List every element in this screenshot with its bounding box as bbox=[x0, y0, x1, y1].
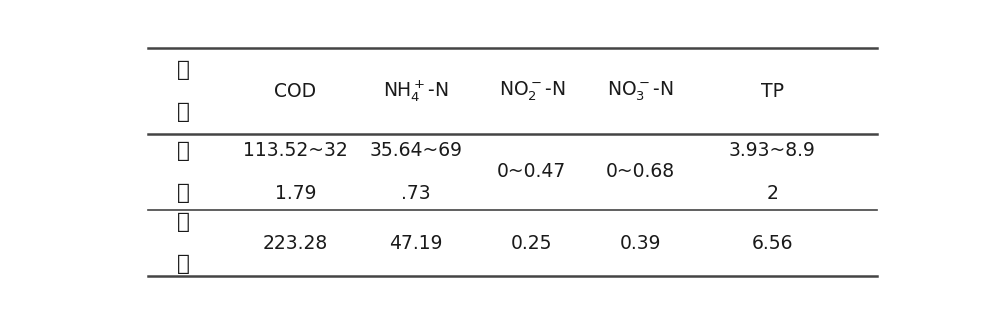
Text: NH$_4^+$-N: NH$_4^+$-N bbox=[383, 78, 448, 104]
Text: 范: 范 bbox=[177, 141, 190, 161]
Text: 113.52~32: 113.52~32 bbox=[243, 142, 348, 160]
Text: 2: 2 bbox=[766, 184, 778, 203]
Text: 项: 项 bbox=[177, 60, 190, 80]
Text: 0.39: 0.39 bbox=[620, 234, 661, 253]
Text: 0~0.47: 0~0.47 bbox=[497, 162, 566, 181]
Text: 围: 围 bbox=[177, 183, 190, 203]
Text: 6.56: 6.56 bbox=[751, 234, 793, 253]
Text: 35.64~69: 35.64~69 bbox=[369, 142, 462, 160]
Text: NO$_3^-$-N: NO$_3^-$-N bbox=[607, 79, 674, 103]
Text: COD: COD bbox=[274, 82, 317, 100]
Text: TP: TP bbox=[761, 82, 784, 100]
Text: NO$_2^-$-N: NO$_2^-$-N bbox=[499, 79, 565, 103]
Text: 0~0.68: 0~0.68 bbox=[606, 162, 675, 181]
Text: 均: 均 bbox=[177, 212, 190, 232]
Text: 223.28: 223.28 bbox=[263, 234, 328, 253]
Text: 47.19: 47.19 bbox=[389, 234, 442, 253]
Text: 目: 目 bbox=[177, 102, 190, 122]
Text: 值: 值 bbox=[177, 254, 190, 274]
Text: .73: .73 bbox=[401, 184, 430, 203]
Text: 0.25: 0.25 bbox=[511, 234, 553, 253]
Text: 1.79: 1.79 bbox=[275, 184, 316, 203]
Text: 3.93~8.9: 3.93~8.9 bbox=[729, 142, 816, 160]
